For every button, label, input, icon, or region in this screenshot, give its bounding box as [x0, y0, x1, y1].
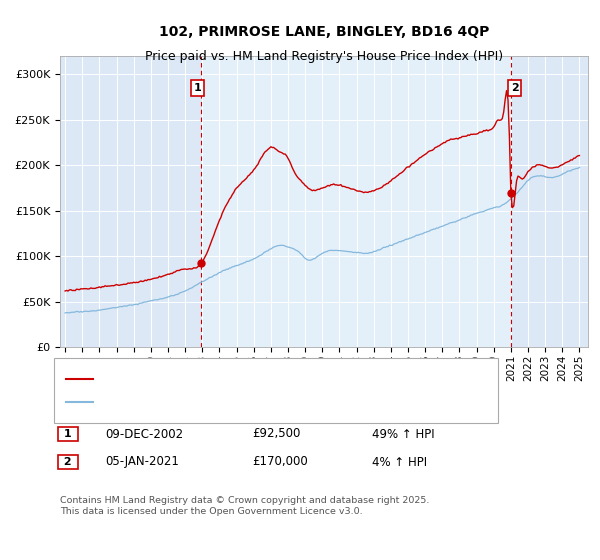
Text: Price paid vs. HM Land Registry's House Price Index (HPI): Price paid vs. HM Land Registry's House …: [145, 50, 503, 63]
Text: HPI: Average price, semi-detached house, Bradford: HPI: Average price, semi-detached house,…: [99, 397, 366, 407]
Text: 1: 1: [194, 83, 202, 93]
Text: 2: 2: [511, 83, 518, 93]
Text: 1: 1: [60, 429, 76, 439]
Text: 2: 2: [60, 457, 76, 467]
Text: £170,000: £170,000: [252, 455, 308, 469]
Text: Contains HM Land Registry data © Crown copyright and database right 2025.
This d: Contains HM Land Registry data © Crown c…: [60, 496, 430, 516]
Text: 102, PRIMROSE LANE, BINGLEY, BD16 4QP: 102, PRIMROSE LANE, BINGLEY, BD16 4QP: [159, 25, 489, 39]
Bar: [201, 56, 511, 347]
Text: 49% ↑ HPI: 49% ↑ HPI: [372, 427, 434, 441]
Text: £92,500: £92,500: [252, 427, 301, 441]
Text: 05-JAN-2021: 05-JAN-2021: [105, 455, 179, 469]
Text: 102, PRIMROSE LANE, BINGLEY, BD16 4QP (semi-detached house): 102, PRIMROSE LANE, BINGLEY, BD16 4QP (s…: [99, 374, 444, 384]
Text: 4% ↑ HPI: 4% ↑ HPI: [372, 455, 427, 469]
Text: 09-DEC-2002: 09-DEC-2002: [105, 427, 183, 441]
